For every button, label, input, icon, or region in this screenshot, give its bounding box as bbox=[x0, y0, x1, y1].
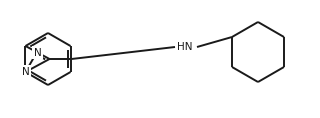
Text: N: N bbox=[22, 67, 29, 77]
Text: HN: HN bbox=[177, 42, 193, 52]
Text: N: N bbox=[34, 48, 41, 57]
